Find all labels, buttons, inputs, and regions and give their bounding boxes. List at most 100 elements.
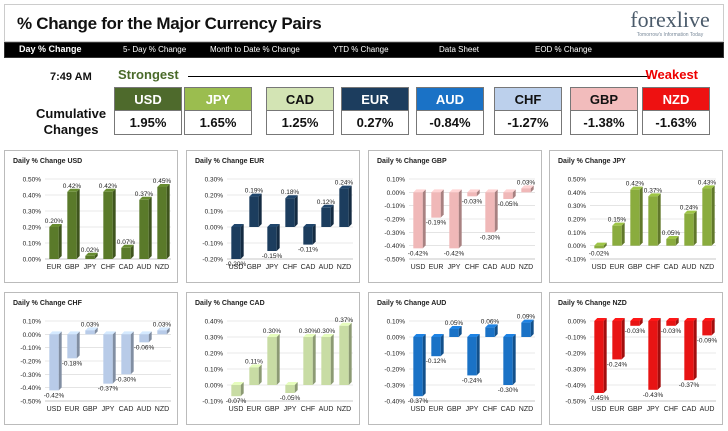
- tab-eod-change[interactable]: EOD % Change: [535, 45, 592, 54]
- x-tick-label: AUD: [319, 406, 334, 413]
- weakest-label: Weakest: [645, 67, 698, 82]
- bar: [594, 321, 604, 393]
- bar-side: [440, 189, 444, 218]
- bar-side: [94, 327, 98, 335]
- data-label: -0.24%: [607, 361, 628, 368]
- bar-top: [467, 334, 480, 337]
- tab-month-to-date-change[interactable]: Month to Date % Change: [210, 45, 300, 54]
- tab-data-sheet[interactable]: Data Sheet: [439, 45, 480, 54]
- tab-ytd-change[interactable]: YTD % Change: [333, 45, 389, 54]
- bar-top: [67, 188, 80, 192]
- page-title: % Change for the Major Currency Pairs: [17, 14, 322, 33]
- y-tick-label: 0.00%: [387, 190, 406, 197]
- bar-top: [321, 204, 334, 208]
- data-label: -0.30%: [480, 234, 501, 241]
- bar: [449, 192, 459, 249]
- bar-top: [684, 318, 697, 321]
- bar: [521, 188, 531, 193]
- x-tick-label: GBP: [83, 406, 98, 413]
- bar: [303, 227, 313, 245]
- data-label: 0.03%: [517, 179, 536, 186]
- y-tick-label: 0.20%: [205, 351, 224, 358]
- bar-top: [630, 318, 643, 321]
- bar-top: [449, 326, 462, 329]
- y-tick-label: 0.10%: [387, 319, 406, 326]
- bar-top: [231, 224, 244, 227]
- data-label: 0.37%: [135, 191, 154, 198]
- x-tick-label: GBP: [265, 406, 280, 413]
- bar-side: [348, 185, 352, 227]
- currency-cumulative-value: -1.38%: [583, 115, 625, 130]
- bar-top: [249, 193, 262, 197]
- x-tick-label: JPY: [448, 264, 461, 271]
- chart-title: Daily % Change CAD: [195, 300, 265, 307]
- x-tick-label: USD: [592, 406, 607, 413]
- bar-top: [85, 252, 98, 256]
- y-tick-label: 0.00%: [205, 383, 224, 390]
- bar-side: [330, 204, 334, 227]
- bar-side: [348, 322, 352, 385]
- chart-panel-4: Daily % Change CHF 0.10% 0.00% -0.10% -0.20%…: [4, 292, 178, 425]
- bar: [139, 199, 149, 259]
- x-tick-label: AUD: [501, 264, 516, 271]
- bar-side: [258, 193, 262, 227]
- bar-side: [530, 319, 534, 337]
- currency-code: JPY: [185, 88, 251, 111]
- bar-top: [157, 327, 170, 331]
- tab-5-day-change[interactable]: 5- Day % Change: [123, 45, 187, 54]
- bar: [85, 330, 95, 335]
- bar-side: [148, 331, 152, 343]
- currency-cumulative-value: 1.65%: [199, 115, 237, 130]
- bar-chart: 0.10% 0.00% -0.10% -0.20% -0.30% -0.40% -0.37%…: [384, 314, 535, 413]
- data-label: -0.06%: [134, 344, 155, 351]
- bar-side: [476, 189, 480, 197]
- bar-side: [58, 331, 62, 391]
- bar-side: [675, 318, 679, 326]
- y-tick-label: -0.10%: [202, 241, 223, 248]
- bar: [85, 255, 95, 259]
- y-tick-label: 0.00%: [568, 319, 587, 326]
- x-tick-label: CHF: [646, 264, 660, 271]
- data-label: -0.05%: [498, 201, 519, 208]
- currency-code: CHF: [495, 88, 561, 111]
- bar-side: [657, 193, 661, 246]
- bar: [231, 227, 241, 259]
- x-tick-label: CHF: [483, 406, 497, 413]
- data-label: 0.42%: [626, 181, 645, 188]
- bar: [267, 227, 277, 251]
- cumulative-changes-label: Cumulative Changes: [36, 106, 106, 138]
- y-tick-label: 0.50%: [23, 177, 42, 184]
- x-tick-label: GBP: [65, 264, 80, 271]
- header: % Change for the Major Currency Pairs fo…: [4, 4, 724, 42]
- x-tick-label: CHF: [301, 406, 315, 413]
- bar: [467, 337, 477, 376]
- chart-title: Daily % Change CHF: [13, 300, 82, 307]
- x-tick-label: EUR: [429, 264, 444, 271]
- bar: [503, 337, 513, 385]
- y-tick-label: 0.30%: [205, 335, 224, 342]
- bar: [684, 213, 694, 246]
- bar-chart: 0.50% 0.40% 0.30% 0.20% 0.10% 0.00% -0.10%-0.0…: [565, 177, 716, 272]
- bar-top: [485, 324, 498, 328]
- currency-cell-cad: CAD 1.25%: [266, 87, 334, 135]
- data-label: -0.42%: [408, 250, 429, 257]
- x-tick-label: CAD: [682, 406, 697, 413]
- x-tick-label: CAD: [119, 406, 134, 413]
- tab-day-change[interactable]: Day % Change: [19, 44, 82, 54]
- currency-cumulative-value: -0.84%: [429, 115, 471, 130]
- bar-side: [512, 334, 516, 385]
- y-tick-label: 0.20%: [23, 225, 42, 232]
- bar-top: [702, 318, 715, 321]
- currency-cell-usd: USD 1.95%: [114, 87, 182, 135]
- y-tick-label: -0.40%: [384, 399, 405, 406]
- x-tick-label: NZD: [155, 264, 169, 271]
- bar-side: [458, 326, 462, 337]
- forexlive-logo[interactable]: forexlive Tomorrow's Information Today: [627, 8, 713, 42]
- bar-side: [458, 189, 462, 249]
- currency-cell-nzd: NZD -1.63%: [642, 87, 710, 135]
- y-tick-label: 0.10%: [23, 319, 42, 326]
- bar-top: [666, 236, 679, 239]
- data-label: -0.37%: [98, 386, 119, 393]
- data-label: 0.02%: [81, 247, 100, 254]
- data-label: 0.07%: [117, 239, 136, 246]
